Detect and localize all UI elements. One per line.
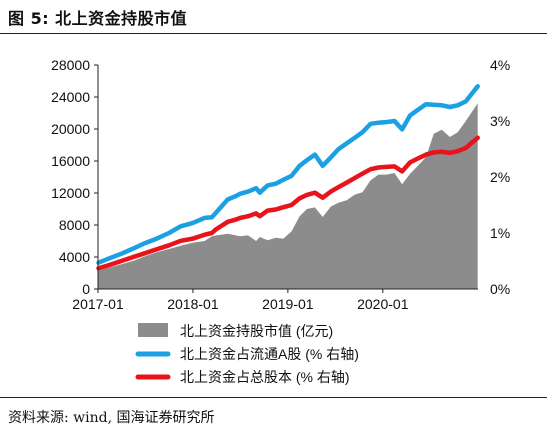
y-left-tick-label: 0 <box>82 281 90 297</box>
x-tick-label: 2020-01 <box>357 296 409 312</box>
source-note: 资料来源: wind, 国海证券研究所 <box>8 410 215 426</box>
y-right-tick-label: 4% <box>490 57 510 73</box>
holdings-chart: 0 4000 8000 12000 16000 20000 24000 28000 0% 1% 2%… <box>51 57 510 385</box>
x-tick-label: 2017-01 <box>72 296 124 312</box>
y-left-tick-label: 12000 <box>51 185 90 201</box>
y-right-tick-label: 2% <box>490 169 510 185</box>
y-left-tick-label: 4000 <box>59 249 90 265</box>
axis-layer: 0 4000 8000 12000 16000 20000 24000 28000 0% 1% 2%… <box>51 57 510 312</box>
footer-rule <box>0 397 547 398</box>
area-layer <box>98 103 478 290</box>
title-rule <box>0 33 547 34</box>
legend-label: 北上资金占总股本 (% 右轴) <box>180 369 350 385</box>
line-layer <box>96 84 480 271</box>
legend-label: 北上资金持股市值 (亿元) <box>180 323 333 339</box>
x-tick-label: 2018-01 <box>167 296 219 312</box>
y-left-tick-label: 8000 <box>59 217 90 233</box>
legend: 北上资金持股市值 (亿元) 北上资金占流通A股 (% 右轴) 北上资金占总股本 (%… <box>135 323 359 385</box>
y-left-tick-label: 20000 <box>51 121 90 137</box>
float-share-line <box>96 84 480 265</box>
y-right-tick-label: 1% <box>490 225 510 241</box>
figure-title: 图 5: 北上资金持股市值 <box>8 9 188 28</box>
legend-label: 北上资金占流通A股 (% 右轴) <box>180 346 359 362</box>
total-share-line <box>96 135 480 271</box>
y-left-tick-label: 28000 <box>51 57 90 73</box>
x-tick-label: 2019-01 <box>262 296 314 312</box>
y-right-tick-label: 0% <box>490 281 510 297</box>
legend-swatch-area <box>138 323 168 337</box>
y-left-tick-label: 24000 <box>51 89 90 105</box>
market-value-area <box>98 103 478 290</box>
y-left-tick-label: 16000 <box>51 153 90 169</box>
y-right-tick-label: 3% <box>490 113 510 129</box>
